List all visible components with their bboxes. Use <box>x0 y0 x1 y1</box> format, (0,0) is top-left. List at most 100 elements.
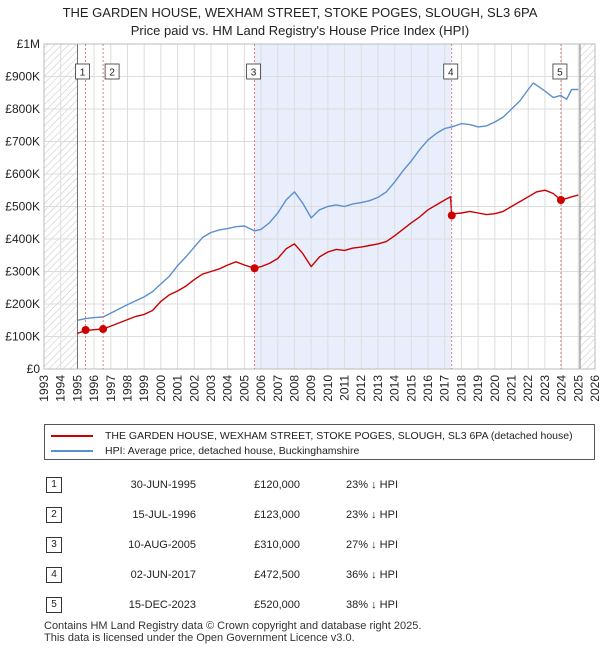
sale-price: £120,000 <box>254 479 300 491</box>
footer-copyright: Contains HM Land Registry data © Crown c… <box>44 620 422 632</box>
hpi-line <box>77 82 579 321</box>
x-tick-label: 2022 <box>521 375 535 402</box>
sale-3-point <box>250 264 259 273</box>
legend-label-hpi: HPI: Average price, detached house, Buck… <box>105 445 360 457</box>
sale-price: £520,000 <box>254 599 300 611</box>
sale-1-point <box>81 326 90 334</box>
x-tick-label: 2012 <box>354 375 368 402</box>
y-tick-label: £500K <box>5 200 40 214</box>
legend-label-property: THE GARDEN HOUSE, WEXHAM STREET, STOKE P… <box>105 430 573 442</box>
x-tick-label: 2016 <box>421 375 435 402</box>
x-tick-label: 2021 <box>505 375 519 402</box>
sale-markers: 1 2 3 4 5 <box>75 44 568 369</box>
sale-date: 15-DEC-2023 <box>128 599 196 611</box>
y-tick-label: £1M <box>17 37 40 51</box>
y-tick-label: £200K <box>5 297 40 311</box>
y-tick-label: £100K <box>5 330 40 344</box>
x-tick-label: 2020 <box>488 375 502 402</box>
chart-subtitle: Price paid vs. HM Land Registry's House … <box>131 23 469 38</box>
grid <box>43 43 596 370</box>
table-row: 1 30-JUN-1995 £120,000 23% ↓ HPI <box>44 470 398 500</box>
chart-title: THE GARDEN HOUSE, WEXHAM STREET, STOKE P… <box>63 5 538 20</box>
legend: THE GARDEN HOUSE, WEXHAM STREET, STOKE P… <box>44 424 595 460</box>
sale-hpi-diff: 23% ↓ HPI <box>346 509 398 521</box>
sale-date: 30-JUN-1995 <box>130 479 196 491</box>
x-tick-label: 1993 <box>37 375 51 402</box>
sale-number-badge: 4 <box>46 567 62 583</box>
x-tick-label: 2005 <box>237 375 251 402</box>
series-lines <box>77 82 579 334</box>
x-tick-label: 2011 <box>338 375 352 401</box>
x-tick-label: 1996 <box>87 375 101 402</box>
x-tick-label: 2026 <box>588 375 600 402</box>
sale-5-label: 5 <box>557 68 563 79</box>
y-tick-label: £800K <box>5 102 40 116</box>
sale-number-badge: 1 <box>46 477 62 493</box>
sale-4-label-box <box>443 63 459 80</box>
sale-5-label-box <box>552 63 568 80</box>
x-tick-label: 1994 <box>54 375 68 402</box>
sale-number-badge: 5 <box>46 597 62 613</box>
table-row: 2 15-JUL-1996 £123,000 23% ↓ HPI <box>44 500 398 530</box>
x-tick-label: 2010 <box>321 375 335 402</box>
table-row: 4 02-JUN-2017 £472,500 36% ↓ HPI <box>44 560 398 590</box>
x-tick-label: 2024 <box>555 375 569 402</box>
legend-swatch-hpi <box>51 450 93 452</box>
sale-3-label-box <box>246 63 261 80</box>
x-tick-label: 2019 <box>471 375 485 402</box>
sale-number-badge: 3 <box>46 537 62 553</box>
y-tick-label: £600K <box>5 167 40 181</box>
x-tick-label: 2014 <box>388 375 402 402</box>
sale-1-label-box <box>75 63 90 80</box>
y-tick-label: £700K <box>5 135 40 149</box>
legend-swatch-property <box>51 435 93 437</box>
x-tick-label: 2004 <box>221 375 235 402</box>
sale-date: 02-JUN-2017 <box>130 569 196 581</box>
legend-item-hpi: HPI: Average price, detached house, Buck… <box>51 444 359 458</box>
sale-hpi-diff: 23% ↓ HPI <box>346 479 398 491</box>
property-price-line <box>77 189 579 334</box>
sale-hpi-diff: 27% ↓ HPI <box>346 539 398 551</box>
legend-item-property: THE GARDEN HOUSE, WEXHAM STREET, STOKE P… <box>51 429 573 443</box>
x-tick-label: 2006 <box>254 375 268 402</box>
x-tick-label: 2025 <box>571 375 585 402</box>
sale-4-point <box>447 211 456 220</box>
x-tick-label: 2017 <box>438 375 452 402</box>
sale-2-point <box>99 325 108 334</box>
x-tick-label: 1997 <box>104 375 118 402</box>
x-tick-label: 2007 <box>271 375 285 402</box>
x-tick-label: 2023 <box>538 375 552 402</box>
sale-number-badge: 2 <box>46 507 62 523</box>
sale-price: £472,500 <box>254 569 300 581</box>
x-tick-label: 2015 <box>404 375 418 402</box>
x-tick-label: 2000 <box>154 375 168 402</box>
x-tick-label: 1995 <box>70 375 84 402</box>
footer-licence: This data is licensed under the Open Gov… <box>44 632 355 644</box>
sales-table: 1 30-JUN-1995 £120,000 23% ↓ HPI 2 15-JU… <box>44 470 398 620</box>
y-tick-label: £0 <box>27 362 41 376</box>
y-tick-label: £300K <box>5 265 40 279</box>
x-tick-label: 2001 <box>171 375 185 402</box>
sale-hpi-diff: 36% ↓ HPI <box>346 569 398 581</box>
price-chart: THE GARDEN HOUSE, WEXHAM STREET, STOKE P… <box>5 5 600 402</box>
plot-border <box>43 43 596 370</box>
sale-2-label-box <box>104 63 120 80</box>
x-tick-label: 2003 <box>204 375 218 402</box>
table-row: 3 10-AUG-2005 £310,000 27% ↓ HPI <box>44 530 398 560</box>
x-axis: 1993 1994 1995 1996 1997 1998 1999 2000 2001 2002… <box>37 375 600 402</box>
sale-5-point <box>556 196 565 204</box>
x-tick-label: 1998 <box>120 375 134 402</box>
x-tick-label: 2018 <box>454 375 468 402</box>
sale-2-label: 2 <box>109 68 115 79</box>
y-axis: £0 £100K £200K £300K £400K £500K £600K £700K £80… <box>5 37 40 376</box>
x-tick-label: 2009 <box>304 375 318 402</box>
y-tick-label: £900K <box>5 70 40 84</box>
sale-date: 10-AUG-2005 <box>128 539 196 551</box>
x-tick-label: 2008 <box>287 375 301 402</box>
footer: Contains HM Land Registry data © Crown c… <box>44 620 421 644</box>
sale-price: £310,000 <box>254 539 300 551</box>
x-tick-label: 1999 <box>137 375 151 402</box>
x-tick-label: 2013 <box>371 375 385 402</box>
sale-4-label: 4 <box>448 68 454 79</box>
sale-date: 15-JUL-1996 <box>132 509 196 521</box>
